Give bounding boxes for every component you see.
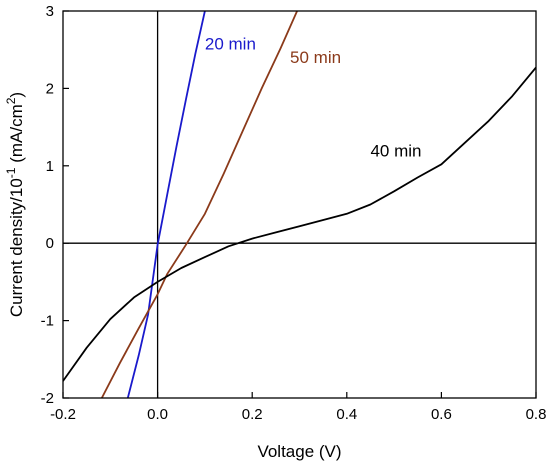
series-labels: 20 min 50 min 40 min: [205, 35, 422, 161]
x-axis-title: Voltage (V): [257, 442, 341, 461]
series-line-40-min: [63, 66, 536, 382]
series-label-50-min: 50 min: [290, 48, 341, 67]
y-axis-title-unit: (mA/cm: [7, 104, 26, 167]
y-axis-title-suffix: ): [7, 92, 26, 98]
x-tick-label: 0.2: [242, 406, 263, 423]
reference-lines: [63, 11, 536, 398]
series-line-50-min: [101, 11, 298, 398]
y-tick-label: 3: [46, 3, 54, 20]
y-axis-title: Current density/10-1 (mA/cm2): [4, 92, 26, 317]
ticks-layer: -0.2 0.0 0.2 0.4 0.6 0.8 -2 -1 0 1 2 3: [41, 3, 547, 423]
series-line-20-min: [126, 11, 206, 398]
series-label-20-min: 20 min: [205, 35, 256, 54]
x-tick-label: 0.4: [336, 406, 357, 423]
y-tick-label: 2: [46, 80, 54, 97]
x-tick-label: -0.2: [50, 406, 76, 423]
series-layer: [63, 11, 536, 398]
y-tick-label: 0: [46, 235, 54, 252]
y-tick-label: -2: [41, 390, 54, 407]
plot-frame: [62, 10, 537, 399]
y-axis-title-exponent-2: 2: [4, 97, 18, 104]
y-axis-title-exponent-1: -1: [4, 167, 18, 178]
y-tick-label: 1: [46, 158, 54, 175]
x-tick-label: 0.8: [526, 406, 547, 423]
x-tick-label: 0.6: [431, 406, 452, 423]
y-tick-label: -1: [41, 313, 54, 330]
y-axis-title-prefix: Current density/10: [7, 178, 26, 317]
series-label-40-min: 40 min: [370, 142, 421, 161]
x-tick-label: 0.0: [147, 406, 168, 423]
